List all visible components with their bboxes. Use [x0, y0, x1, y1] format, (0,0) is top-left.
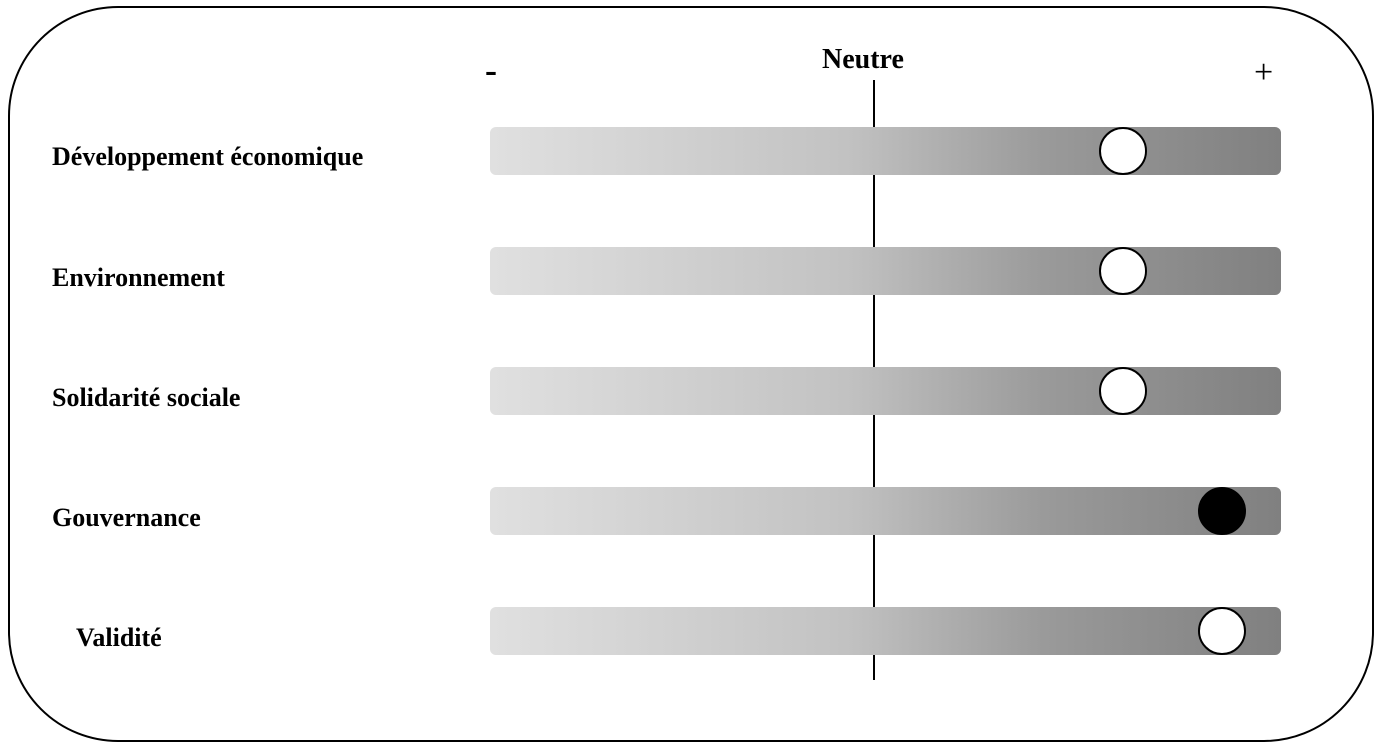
row-label: Validité — [76, 623, 162, 652]
hollow-marker — [1098, 127, 1147, 175]
scale-bar — [490, 607, 1281, 655]
hollow-marker — [1098, 367, 1147, 415]
scale-minus-label: - — [485, 50, 497, 90]
scale-bar — [490, 367, 1281, 415]
row-label: Gouvernance — [52, 503, 201, 532]
row-label: Solidarité sociale — [52, 383, 241, 412]
filled-marker — [1197, 487, 1246, 535]
row-label: Développement économique — [52, 142, 364, 171]
scale-bar — [490, 487, 1281, 535]
hollow-marker — [1197, 607, 1246, 655]
scale-neutral-label: Neutre — [822, 44, 904, 75]
scale-bar — [490, 127, 1281, 175]
row-label: Environnement — [52, 263, 225, 292]
scale-bar — [490, 247, 1281, 295]
hollow-marker — [1098, 247, 1147, 295]
scale-plus-label: + — [1254, 54, 1274, 91]
